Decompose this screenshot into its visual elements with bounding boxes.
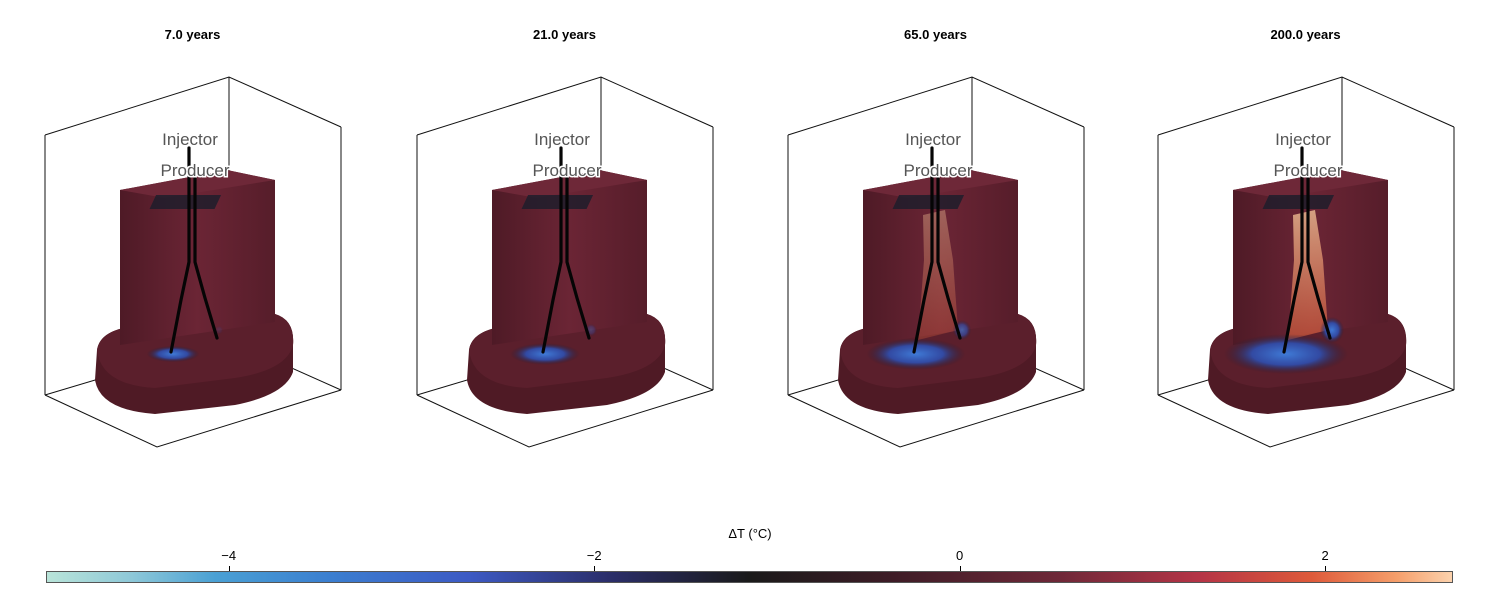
reservoir-3d-view: Injector Producer [787,76,1085,448]
cold-plume [510,343,580,365]
injector-label: Injector [905,130,961,149]
panel-title: 65.0 years [904,27,967,42]
injector-label: Injector [162,130,218,149]
panel-title: 21.0 years [533,27,596,42]
colorbar [46,571,1453,583]
panel-title: 7.0 years [164,27,221,42]
injector-label: Injector [534,130,590,149]
colorbar-tick-mark [1325,566,1327,571]
well-trajectories [1282,146,1332,354]
colorbar-label: ΔT (°C) [728,526,772,541]
simulation-panel: 200.0 years [1118,0,1493,470]
injector-label: Injector [1275,130,1331,149]
well-trajectories [912,146,962,354]
reservoir-upper-block [492,170,647,345]
panel-title: 200.0 years [1270,27,1341,42]
reservoir-3d-view: Injector Producer [44,76,342,448]
well-trajectories [169,146,219,354]
colorbar-tick-mark [228,566,230,571]
reservoir-upper-block [863,170,1018,345]
producer-label: Producer [533,161,602,180]
producer-label: Producer [904,161,973,180]
cold-plume [866,338,966,370]
cold-plume [1224,334,1348,374]
well-trajectories [541,146,591,354]
simulation-panel: 7.0 years [5,0,380,470]
reservoir-3d-view: Injector Producer [416,76,714,448]
producer-label: Producer [1274,161,1343,180]
colorbar-tick-mark [594,566,596,571]
colorbar-tick-label: −2 [586,548,602,563]
colorbar-tick-label: 0 [956,548,964,563]
reservoir-upper-block [120,170,275,345]
cold-plume [146,345,200,363]
simulation-panel: 21.0 years [377,0,752,470]
colorbar-tick-mark [959,566,961,571]
colorbar-tick-label: 2 [1321,548,1329,563]
simulation-panel: 65.0 years [748,0,1123,470]
reservoir-upper-block [1233,170,1388,345]
colorbar-tick-label: −4 [221,548,237,563]
reservoir-3d-view: Injector Producer [1157,76,1455,448]
producer-label: Producer [161,161,230,180]
